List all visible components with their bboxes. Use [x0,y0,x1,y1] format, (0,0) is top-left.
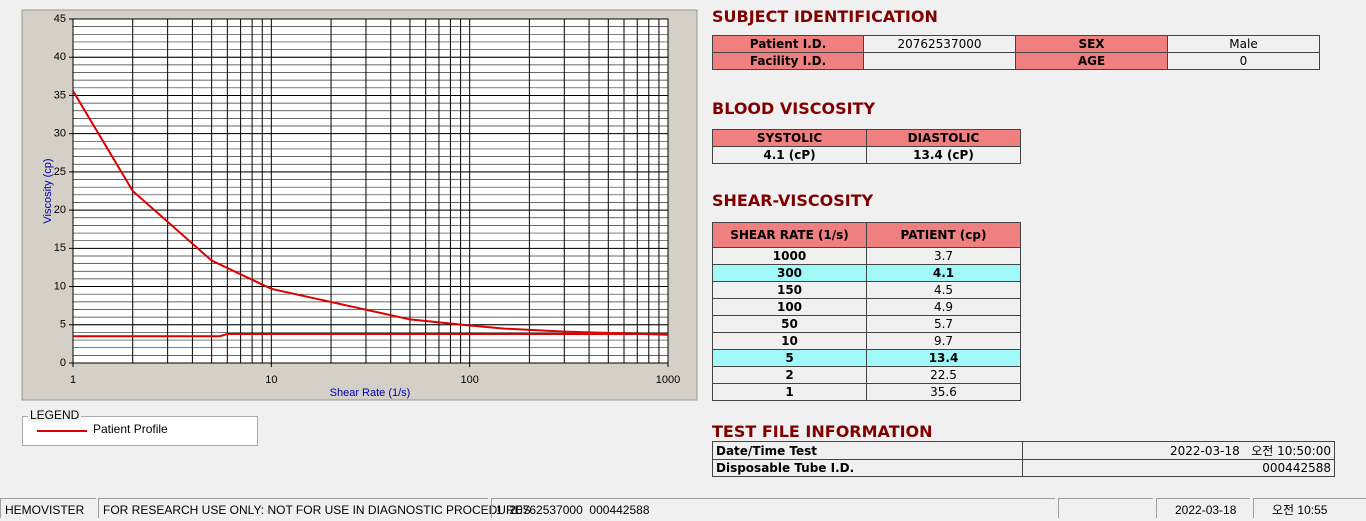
status-segment: FOR RESEARCH USE ONLY: NOT FOR USE IN DI… [98,498,531,518]
cell: 9.7 [866,332,1021,350]
plot-area [73,19,668,363]
cell: 0 [1167,52,1320,70]
cell: 5.7 [866,315,1021,333]
cell: 300 [712,264,867,282]
cell [863,52,1016,70]
table-row: 1000 3.7 [712,247,1021,265]
cell: 4.1 [866,264,1021,282]
cell: PATIENT (cp) [866,222,1021,248]
blood-table: SYSTOLIC DIASTOLIC 4.1 (cP) 13.4 (cP) [712,129,1021,164]
cell: 1 [712,383,867,401]
cell: 13.4 (cP) [866,146,1021,164]
data-line [72,90,669,336]
section-title: TEST FILE INFORMATION [712,422,933,441]
cell: SYSTOLIC [712,129,867,147]
cell: 000442588 [1022,459,1335,477]
y-axis-label: Viscosity (cp) [42,158,54,223]
cell: Patient I.D. [712,35,864,53]
x-tick-label: 1 [70,374,76,386]
data-line [73,332,668,338]
testfile-table: Date/Time Test 2022-03-18 오전 10:50:00 Dis… [712,441,1335,477]
table-row: 100 4.9 [712,298,1021,316]
cell: 150 [712,281,867,299]
y-tick-label: 0 [60,357,66,369]
table-row: 50 5.7 [712,315,1021,333]
cell: SEX [1015,35,1168,53]
cell: AGE [1015,52,1168,70]
cell: 100 [712,298,867,316]
cell: 20762537000 [863,35,1016,53]
cell: SHEAR RATE (1/s) [712,222,867,248]
cell: 3.7 [866,247,1021,265]
cell: 2 [712,366,867,384]
x-tick-label: 1000 [656,374,680,386]
cell: DIASTOLIC [866,129,1021,147]
status-bar: HEMOVISTER FOR RESEARCH USE ONLY: NOT FO… [0,496,1366,518]
x-tick-label: 100 [460,374,478,386]
cell: 4.5 [866,281,1021,299]
plot-border [72,18,669,364]
x-tick-label: 10 [265,374,277,386]
y-tick-label: 30 [54,128,66,140]
section-title: SHEAR-VISCOSITY [712,191,874,210]
cell: Date/Time Test [712,441,1023,460]
y-tick-label: 20 [54,204,66,216]
cell: 2022-03-18 오전 10:50:00 [1022,441,1335,460]
y-tick-label: 5 [60,319,66,331]
shear-table: SHEAR RATE (1/s) PATIENT (cp) 1000 3.7 300 4… [712,222,1021,401]
table-row: 10 9.7 [712,332,1021,350]
cell: 5 [712,349,867,367]
y-tick-label: 15 [54,242,66,254]
section-title: BLOOD VISCOSITY [712,99,876,118]
cell: 50 [712,315,867,333]
legend-swatch-area [37,430,87,432]
y-tick-label: 40 [54,51,66,63]
subject-table: Patient I.D. 20762537000 SEX Male Facility … [712,35,1320,70]
cell: 4.1 (cP) [712,146,867,164]
cell: Facility I.D. [712,52,864,70]
chart: Viscosity (cp) Shear Rate (1/s) 0 5 10 15 20… [21,9,698,401]
cell: Male [1167,35,1320,53]
table-row: 1 35.6 [712,383,1021,401]
y-tick-label: 10 [54,280,66,292]
y-tick-label: 45 [54,13,66,25]
legend-title: LEGEND [28,408,82,422]
cell: 4.9 [866,298,1021,316]
section-title: SUBJECT IDENTIFICATION [712,7,938,26]
cell: 13.4 [866,349,1021,367]
status-segment: HEMOVISTER [0,498,96,518]
table-row: 5 13.4 [712,349,1021,367]
y-tick-label: 25 [54,166,66,178]
y-tick-label: 35 [54,89,66,101]
status-segment: 1 20762537000 000442588 [491,498,1055,518]
legend-entry: Patient Profile [93,422,168,436]
cell: 22.5 [866,366,1021,384]
table-row: 300 4.1 [712,264,1021,282]
x-axis-label: Shear Rate (1/s) [330,387,411,399]
cell: 10 [712,332,867,350]
table-row: 150 4.5 [712,281,1021,299]
status-segment: 2022-03-18 [1156,498,1250,518]
status-segment: 오전 10:55 [1253,498,1366,518]
table-row: 2 22.5 [712,366,1021,384]
cell: 35.6 [866,383,1021,401]
cell: 1000 [712,247,867,265]
status-segment [1058,498,1153,518]
cell: Disposable Tube I.D. [712,459,1023,477]
